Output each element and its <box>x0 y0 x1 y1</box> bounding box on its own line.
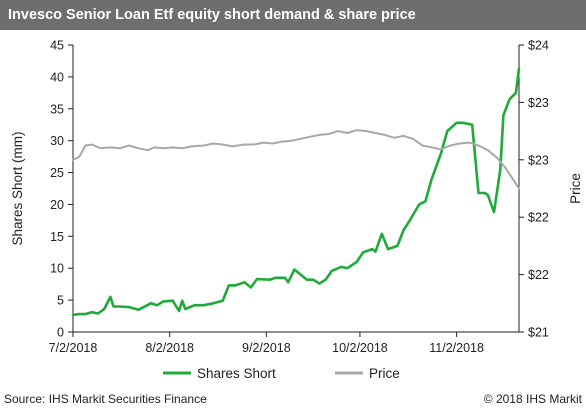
left-tick-label: 10 <box>50 262 64 276</box>
chart-title-bar: Invesco Senior Loan Etf equity short dem… <box>0 0 586 30</box>
right-axis-title: Price <box>568 173 583 204</box>
left-tick-label: 25 <box>50 166 64 180</box>
right-tick-label: $23 <box>528 153 549 167</box>
left-tick-label: 45 <box>50 39 64 53</box>
source-note: Source: IHS Markit Securities Finance <box>4 392 207 406</box>
left-tick-label: 15 <box>50 230 64 244</box>
series <box>71 67 521 317</box>
left-tick-label: 40 <box>50 70 64 84</box>
legend: Shares Short Price <box>163 366 400 381</box>
left-axis-title: Shares Short (mm) <box>10 131 25 245</box>
x-tick-label: 11/2/2018 <box>429 341 484 355</box>
price-line <box>72 129 520 190</box>
left-tick-label: 0 <box>57 326 64 340</box>
shares-short-legend-label: Shares Short <box>197 366 276 381</box>
shares-short-line <box>71 67 521 317</box>
right-tick-label: $23 <box>528 96 549 110</box>
x-tick-label: 7/2/2018 <box>49 341 98 355</box>
left-tick-label: 20 <box>50 198 64 212</box>
right-tick-label: $22 <box>528 268 549 282</box>
left-tick-label: 35 <box>50 102 64 116</box>
chart-title: Invesco Senior Loan Etf equity short dem… <box>8 7 416 23</box>
axes: 0 5 10 15 20 25 30 35 40 45 $21 $22 $22 $23 $23 $24 7/2/… <box>10 39 583 356</box>
x-tick-label: 9/2/2018 <box>242 341 291 355</box>
x-tick-label: 10/2/2018 <box>332 341 388 355</box>
right-tick-label: $22 <box>528 211 549 225</box>
chart: 0 5 10 15 20 25 30 35 40 45 $21 $22 $22 $23 $23 $24 7/2/… <box>10 39 583 382</box>
right-tick-label: $21 <box>528 326 549 340</box>
left-tick-label: 30 <box>50 134 64 148</box>
price-legend-label: Price <box>369 366 400 381</box>
x-tick-label: 8/2/2018 <box>145 341 194 355</box>
copyright-note: © 2018 IHS Markit <box>483 392 582 406</box>
right-tick-label: $24 <box>528 39 549 53</box>
left-tick-label: 5 <box>57 294 64 308</box>
